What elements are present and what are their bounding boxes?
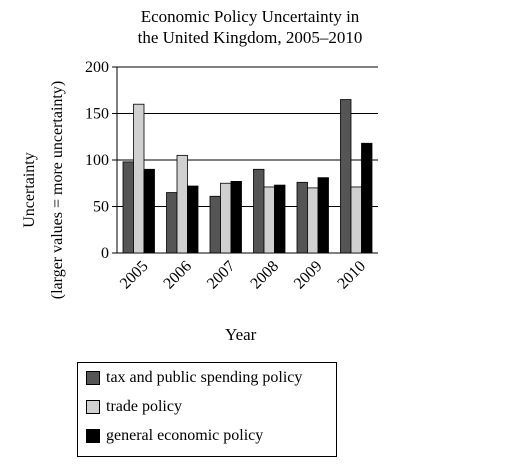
x-tick-label: 2008 bbox=[247, 258, 282, 293]
bar-2010-series-2 bbox=[361, 142, 373, 254]
bar-2008-series-2 bbox=[274, 184, 286, 254]
legend-item-tax: tax and public spending policy bbox=[86, 369, 302, 387]
legend-swatch-general bbox=[86, 429, 100, 443]
bar-2009-series-0 bbox=[296, 181, 308, 254]
y-tick-label: 0 bbox=[101, 245, 109, 262]
bar-2010-series-1 bbox=[350, 186, 362, 254]
legend-swatch-trade bbox=[86, 400, 100, 414]
bar-2006-series-0 bbox=[166, 192, 178, 254]
x-axis-label: Year bbox=[225, 325, 257, 344]
x-tick-label: 2007 bbox=[204, 258, 239, 293]
bar-2006-series-1 bbox=[176, 154, 188, 254]
legend-label-general: general economic policy bbox=[106, 427, 264, 444]
y-tick-label: 100 bbox=[85, 152, 109, 169]
x-tick-label: 2006 bbox=[160, 258, 195, 293]
x-tick-label: 2005 bbox=[117, 258, 152, 293]
bar-2006-series-2 bbox=[187, 185, 199, 254]
bar-2007-series-0 bbox=[209, 195, 221, 254]
bar-2009-series-1 bbox=[307, 187, 319, 254]
bar-2010-series-0 bbox=[340, 99, 352, 254]
x-tick-label: 2009 bbox=[291, 258, 326, 293]
bar-2007-series-2 bbox=[230, 180, 242, 254]
y-tick-label: 50 bbox=[93, 199, 109, 216]
x-tick-label: 2010 bbox=[334, 258, 369, 293]
y-tick-label: 150 bbox=[85, 106, 109, 123]
legend-label-trade: trade policy bbox=[106, 398, 182, 415]
legend-item-general: general economic policy bbox=[86, 427, 263, 445]
legend-label-tax: tax and public spending policy bbox=[106, 369, 303, 386]
bar-2009-series-2 bbox=[317, 177, 329, 254]
legend: tax and public spending policy trade pol… bbox=[77, 362, 337, 457]
bar-2005-series-2 bbox=[143, 168, 155, 254]
bar-2008-series-1 bbox=[263, 186, 275, 254]
legend-item-trade: trade policy bbox=[86, 398, 182, 416]
legend-swatch-tax bbox=[86, 371, 100, 385]
bar-2005-series-1 bbox=[133, 103, 145, 254]
y-tick-label: 200 bbox=[85, 59, 109, 76]
bar-2007-series-1 bbox=[220, 182, 232, 254]
bar-2005-series-0 bbox=[122, 161, 134, 254]
bar-2008-series-0 bbox=[253, 168, 265, 254]
chart-title-line-2: the United Kingdom, 2005–2010 bbox=[137, 28, 363, 47]
chart-title-line-1: Economic Policy Uncertainty in bbox=[140, 7, 360, 26]
